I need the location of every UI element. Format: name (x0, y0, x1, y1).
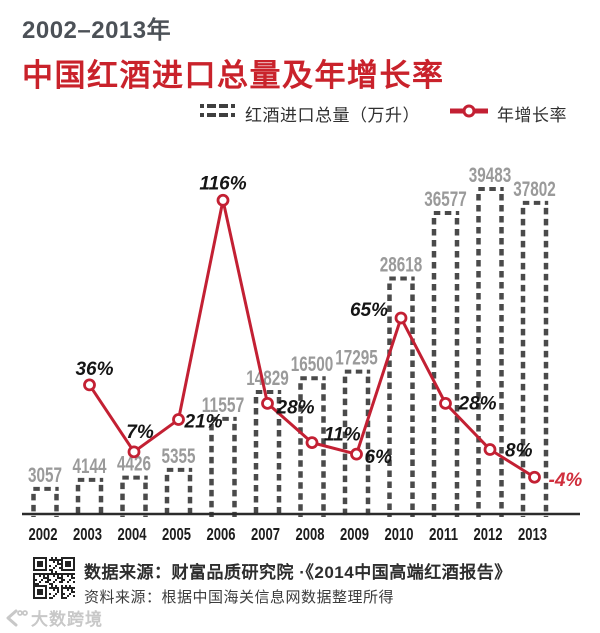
growth-pct-label: 21% (184, 412, 223, 433)
watermark: 大数跨境 (4, 605, 103, 630)
bar-2005: 5355 (162, 445, 196, 517)
legend-label-line: 年增长率 (497, 105, 567, 125)
growth-pct-label: 36% (75, 359, 113, 380)
watermark-text: 大数跨境 (31, 610, 103, 629)
year-tick-label: 2012 (474, 524, 503, 544)
growth-marker (83, 378, 96, 392)
year-tick-label: 2011 (429, 524, 458, 544)
period-subtitle: 2002–2013年 (22, 17, 172, 44)
material-source-line: 资料来源：根据中国海关信息网数据整理所得 (84, 589, 395, 606)
year-tick-label: 2003 (73, 524, 102, 544)
year-tick-label: 2006 (207, 524, 236, 544)
year-tick-label: 2002 (29, 524, 58, 544)
bar-value-label: 17295 (335, 347, 378, 370)
watermark-logo-icon (6, 609, 28, 626)
bars-group: 3057 2002 4144 2003 4426 2004 5355 2005 11557 200… (22, 164, 580, 544)
chart-legend: 红酒进口总量（万升） 年增长率 (200, 101, 567, 126)
year-tick-label: 2007 (251, 524, 280, 544)
year-tick-label: 2010 (385, 524, 414, 544)
bar-value-label: 5355 (162, 445, 196, 468)
growth-pct-label: 6% (365, 447, 393, 468)
growth-pct-label: 65% (350, 300, 388, 321)
bar-2002: 3057 (28, 464, 62, 517)
bar-value-label: 39483 (469, 164, 512, 187)
year-tick-label: 2013 (518, 524, 547, 544)
growth-marker (172, 413, 185, 426)
growth-pct-label: 28% (458, 393, 497, 414)
bar-2006: 11557 (202, 394, 245, 517)
year-tick-label: 2004 (118, 524, 147, 544)
growth-marker (439, 396, 452, 410)
page-title: 中国红酒进口总量及年增长率 (22, 58, 445, 93)
growth-marker (305, 436, 319, 450)
bar-value-label: 36577 (424, 188, 467, 211)
growth-marker (216, 193, 230, 207)
growth-pct-label: 28% (276, 397, 315, 418)
bar-value-label: 4426 (117, 453, 151, 476)
data-source-line: 数据来源：财富品质研究院 ·《2014中国高端红酒报告》 (84, 563, 512, 582)
bar-2010: 28618 (380, 253, 423, 517)
bar-value-label: 3057 (28, 464, 62, 487)
header: 2002–2013年 中国红酒进口总量及年增长率 (22, 10, 445, 95)
growth-marker (350, 447, 363, 461)
growth-line (88, 198, 536, 479)
bar-value-label: 16500 (291, 353, 334, 376)
bar-2009: 17295 (335, 347, 378, 517)
bar-2003: 4144 (73, 455, 107, 517)
dashed-bar-icon (200, 103, 236, 124)
year-tick-label: 2009 (340, 524, 369, 544)
legend-item-bars: 红酒进口总量（万升） (200, 101, 420, 126)
bar-2012: 39483 (469, 164, 512, 517)
bar-2008: 16500 (291, 353, 334, 517)
year-tick-label: 2008 (296, 524, 325, 544)
growth-marker (483, 443, 497, 456)
growth-pct-label: -4% (549, 470, 583, 491)
bar-value-label: 14829 (246, 367, 289, 390)
growth-marker (528, 470, 541, 484)
bar-value-label: 28618 (380, 253, 423, 276)
bar-2011: 36577 (424, 188, 467, 517)
growth-pct-label: 11% (324, 425, 361, 446)
bar-value-label: 11557 (202, 394, 245, 417)
growth-marker (394, 311, 408, 325)
growth-pct-label: 8% (505, 441, 533, 462)
growth-line-group: 36% 7% 21% 116% 28% 11%6% 65% 28% 8% -4% (75, 173, 582, 491)
growth-marker (127, 445, 141, 459)
growth-pct-label: 7% (126, 422, 154, 443)
bar-2013: 37802 (513, 178, 556, 517)
growth-pct-label: 116% (199, 173, 246, 194)
qr-code (33, 557, 75, 599)
chart-canvas: 3057 2002 4144 2003 4426 2004 5355 2005 11557 200… (22, 164, 582, 544)
bar-value-label: 37802 (513, 178, 556, 201)
legend-label-bars: 红酒进口总量（万升） (245, 105, 420, 125)
growth-marker (261, 396, 274, 410)
line-marker-icon (450, 103, 488, 124)
bar-2004: 4426 (117, 453, 151, 517)
legend-item-line: 年增长率 (450, 101, 567, 126)
bar-2007: 14829 (246, 367, 289, 517)
year-tick-label: 2005 (162, 524, 191, 544)
bar-value-label: 4144 (73, 455, 107, 478)
